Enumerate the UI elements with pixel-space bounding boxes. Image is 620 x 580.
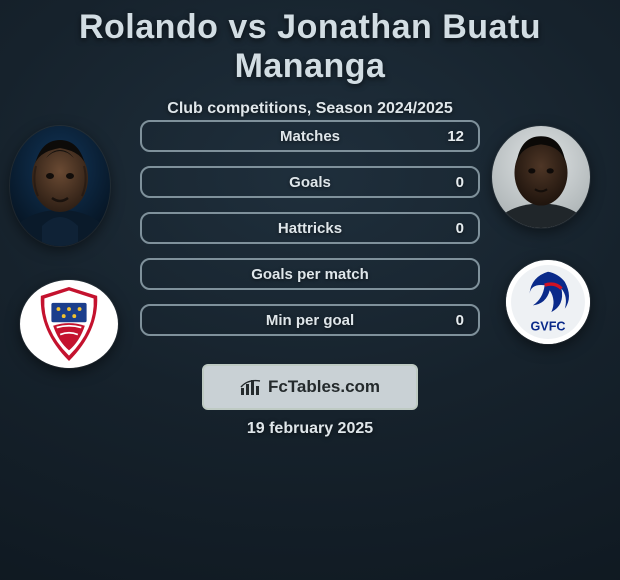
stat-label: Min per goal [266, 312, 354, 329]
stat-row-min-per-goal: Min per goal 0 [140, 304, 480, 336]
stat-label: Matches [280, 128, 340, 145]
player-left-name: Rolando [79, 8, 218, 46]
stat-label: Goals per match [251, 266, 369, 283]
vs-separator: vs [228, 8, 267, 46]
stat-label: Goals [289, 174, 331, 191]
page-title: Rolando vs Jonathan Buatu Mananga [0, 0, 620, 86]
source-text: FcTables.com [268, 377, 380, 397]
stat-right-value: 0 [456, 312, 464, 329]
stat-row-goals-per-match: Goals per match [140, 258, 480, 290]
stat-right-value: 12 [447, 128, 464, 145]
player-right-avatar [492, 126, 590, 228]
card: Rolando vs Jonathan Buatu Mananga Club c… [0, 0, 620, 580]
stat-row-goals: Goals 0 [140, 166, 480, 198]
club-left-badge [20, 280, 118, 368]
stat-row-matches: Matches 12 [140, 120, 480, 152]
player-left-avatar [10, 126, 110, 246]
chart-bars-icon [240, 378, 262, 396]
player-right-name: Jonathan Buatu Mananga [235, 8, 542, 85]
stat-right-value: 0 [456, 174, 464, 191]
club-right-badge: GVFC [506, 260, 590, 344]
stat-label: Hattricks [278, 220, 342, 237]
stats-list: Matches 12 Goals 0 Hattricks 0 Goals per… [140, 120, 480, 336]
svg-text:GVFC: GVFC [531, 320, 566, 334]
date-text: 19 february 2025 [0, 420, 620, 438]
stat-row-hattricks: Hattricks 0 [140, 212, 480, 244]
source-attribution: FcTables.com [202, 364, 418, 410]
stat-right-value: 0 [456, 220, 464, 237]
subtitle: Club competitions, Season 2024/2025 [0, 100, 620, 118]
